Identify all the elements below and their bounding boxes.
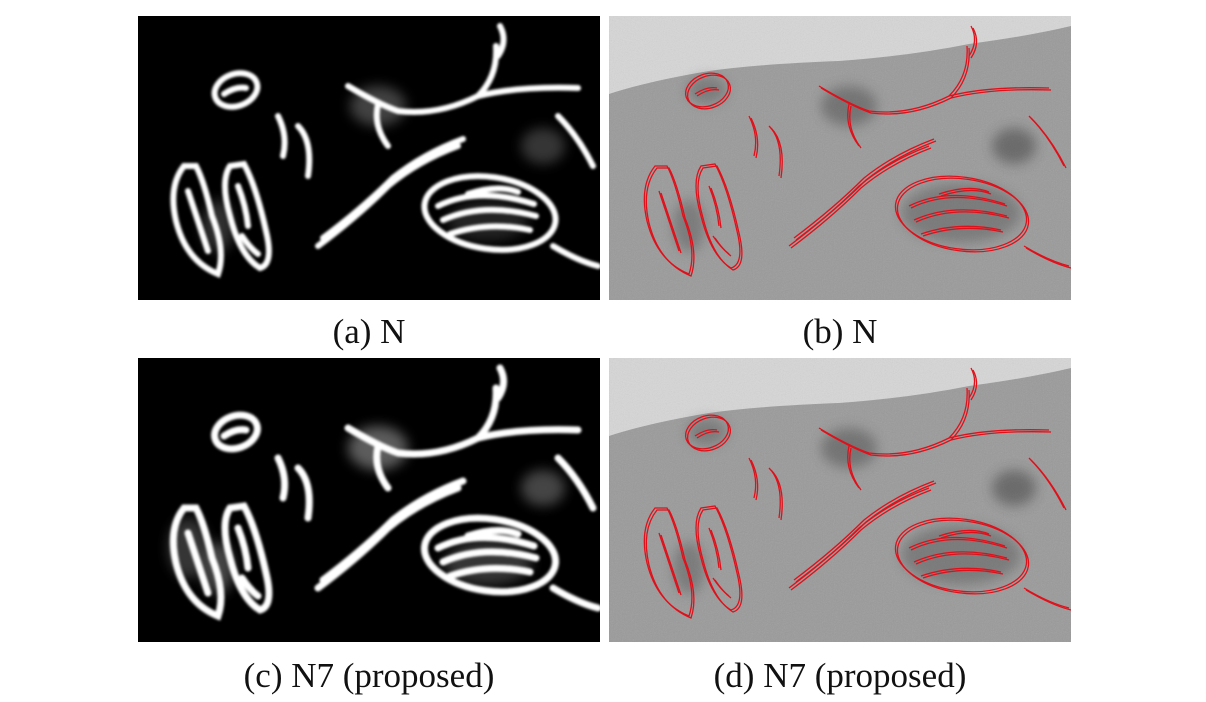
caption-panel-a: (a) N: [332, 312, 406, 351]
panel-a-probability-map: [138, 16, 600, 300]
panel-c-probability-map: [138, 358, 600, 642]
panel-b-em-overlay: [609, 16, 1071, 300]
caption-panel-d: (d) N7 (proposed): [713, 656, 967, 695]
panel-d-em-overlay: [609, 358, 1071, 642]
probability-map-image: [138, 358, 600, 642]
em-overlay-image: [609, 358, 1071, 642]
caption-panel-b: (b) N: [802, 312, 878, 351]
em-overlay-image: [609, 16, 1071, 300]
probability-map-image: [138, 16, 600, 300]
caption-panel-c: (c) N7 (proposed): [243, 656, 495, 695]
